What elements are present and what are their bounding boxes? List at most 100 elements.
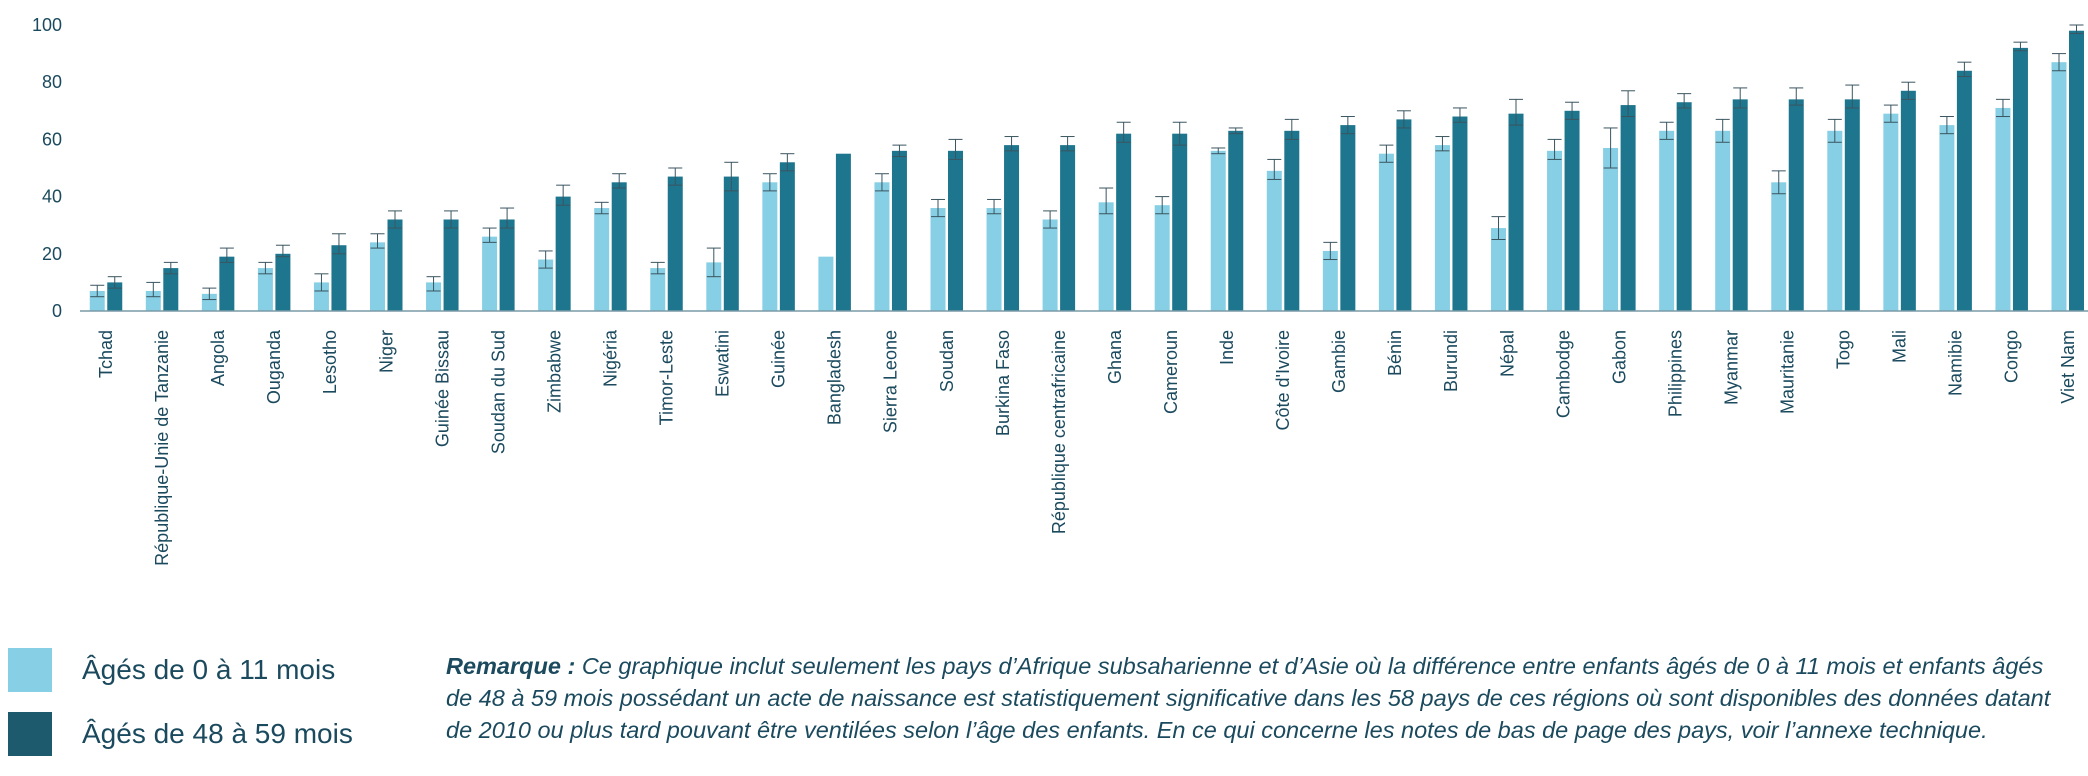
bar-age-48-59 [1564, 110, 1580, 311]
x-tick-label: Cameroun [1161, 330, 1181, 414]
bar-age-0-11 [370, 242, 385, 311]
error-bar [780, 153, 795, 172]
bar-age-48-59 [891, 150, 907, 311]
error-bar [1396, 110, 1411, 129]
x-tick-label: République centrafricaine [1049, 330, 1069, 534]
bar-age-0-11 [89, 290, 105, 311]
error-bar [1659, 121, 1674, 140]
bar-age-0-11 [482, 236, 498, 311]
error-bar [1547, 138, 1562, 160]
error-bar [146, 281, 161, 298]
bar-chart: 0 20 40 60 80 100 Tchad République-Unie de Tan… [32, 15, 2088, 566]
y-tick-label: 60 [42, 129, 62, 149]
x-tick-label: Guinée [769, 330, 789, 388]
bar-age-48-59 [555, 196, 571, 311]
bar-age-0-11 [538, 259, 554, 311]
bar-age-0-11 [426, 282, 442, 311]
x-tick-label: Ghana [1105, 329, 1125, 384]
bar-age-0-11 [930, 208, 946, 311]
error-bar [1452, 107, 1467, 123]
bar-age-0-11 [986, 208, 1002, 311]
x-tick-label: Burkina Faso [993, 330, 1013, 436]
error-bar [1228, 127, 1243, 135]
bar-age-0-11 [1434, 145, 1450, 311]
x-tick-label: Guinée Bissau [432, 330, 452, 447]
error-bar [331, 233, 346, 255]
bar-age-0-11 [1322, 250, 1338, 311]
error-bar [1883, 104, 1898, 123]
bars [89, 30, 2084, 312]
bar-age-48-59 [611, 182, 627, 311]
x-tick-label: Myanmar [1721, 330, 1741, 405]
error-bar [1771, 170, 1786, 195]
error-bar [931, 198, 945, 218]
bar-age-48-59 [1788, 99, 1804, 311]
bar-age-0-11 [1491, 228, 1506, 311]
bar-age-0-11 [1771, 182, 1787, 311]
legend-label-0-11: Âgés de 0 à 11 mois [82, 654, 336, 685]
error-bar [1789, 87, 1804, 106]
error-bar [1603, 127, 1618, 169]
error-bar [258, 261, 273, 275]
error-bar [1004, 136, 1019, 152]
legend: Âgés de 0 à 11 mois Âgés de 48 à 59 mois [8, 646, 353, 774]
bar-age-0-11 [145, 290, 161, 311]
error-bar [1172, 121, 1187, 146]
x-tick-label: Lesotho [320, 330, 340, 394]
x-tick-label: Eswatini [713, 330, 733, 397]
bar-age-48-59 [667, 176, 683, 311]
x-tick-label: Philippines [1665, 330, 1685, 417]
bar-age-48-59 [1900, 90, 1916, 311]
x-tick-label: Soudan du Sud [488, 330, 508, 454]
bar-age-48-59 [499, 219, 515, 311]
x-tick-label: Côte d'Ivoire [1273, 330, 1293, 431]
error-bar [1116, 121, 1131, 143]
error-bar [556, 184, 571, 206]
bar-age-48-59 [1060, 145, 1076, 311]
y-tick-label: 80 [42, 72, 62, 92]
bar-age-0-11 [1547, 150, 1563, 311]
bar-age-48-59 [779, 162, 795, 311]
x-tick-label: Niger [376, 330, 396, 373]
bar-age-0-11 [1883, 113, 1899, 311]
bar-age-0-11 [1827, 130, 1843, 311]
error-bar [1677, 93, 1692, 109]
x-tick-label: Mauritanie [1778, 330, 1798, 414]
bar-age-0-11 [201, 293, 217, 311]
bar-age-48-59 [1228, 130, 1244, 311]
error-bars [90, 24, 2084, 301]
error-bar [1509, 98, 1523, 126]
legend-label-48-59: Âgés de 48 à 59 mois [82, 718, 353, 749]
bar-age-0-11 [1378, 153, 1394, 311]
bar-age-0-11 [257, 268, 273, 311]
bar-age-48-59 [1620, 105, 1636, 311]
note-lead: Remarque : [446, 653, 576, 679]
x-tick-label: Timor-Leste [657, 330, 677, 425]
bar-age-48-59 [835, 153, 851, 311]
bar-age-48-59 [1004, 145, 1020, 311]
error-bar [1733, 87, 1748, 109]
error-bar [1211, 147, 1226, 155]
error-bar [1435, 136, 1450, 152]
x-tick-label: Bénin [1385, 330, 1405, 376]
bar-age-48-59 [1844, 99, 1860, 311]
x-tick-label: Namibie [1946, 330, 1966, 396]
error-bar [1323, 241, 1338, 261]
x-tick-label: Tchad [96, 330, 116, 378]
y-axis: 0 20 40 60 80 100 [32, 15, 62, 321]
error-bar [650, 261, 665, 275]
bar-age-48-59 [1508, 113, 1524, 311]
error-bar [1284, 118, 1299, 140]
bar-age-48-59 [1340, 125, 1356, 311]
error-bar [948, 138, 963, 160]
x-tick-label: Zimbabwe [544, 330, 564, 413]
bar-age-48-59 [163, 268, 179, 311]
error-bar [1957, 61, 1972, 77]
error-bar [1827, 118, 1842, 143]
bar-age-48-59 [1284, 130, 1300, 311]
bar-age-48-59 [948, 150, 963, 311]
error-bar [1155, 196, 1170, 215]
bar-age-0-11 [650, 268, 666, 311]
bar-age-48-59 [275, 253, 291, 311]
error-bar [219, 247, 234, 263]
